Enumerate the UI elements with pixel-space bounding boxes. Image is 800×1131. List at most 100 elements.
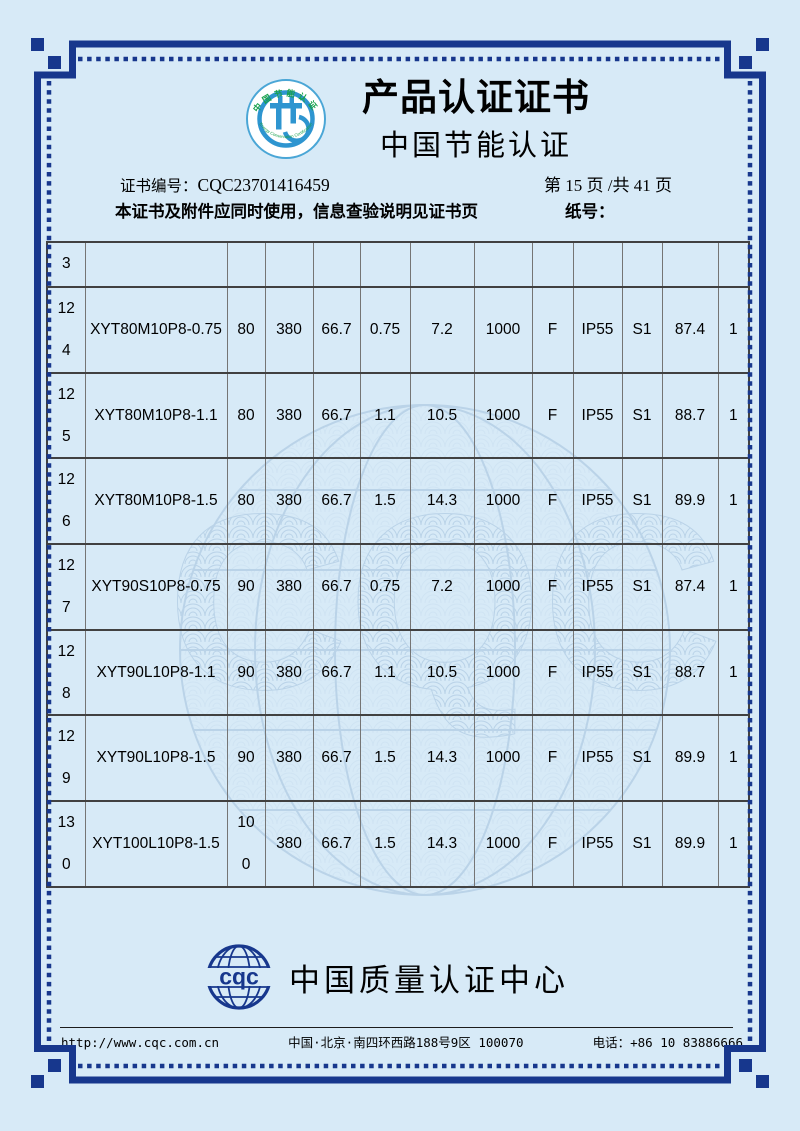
table-row: 130 XYT100L10P8-1.5 100 380 66.7 1.5 14.3 1000 F… (46, 800, 750, 888)
table-cell-empty (572, 241, 623, 288)
table-cell: 1 (717, 457, 750, 546)
table-cell: F (531, 800, 574, 888)
page-info: 第 15 页 /共 41 页 (544, 176, 672, 195)
table-cell: 7.2 (409, 286, 475, 374)
cell-model-name: XYT80M10P8-1.5 (84, 457, 228, 546)
cell-row-number: 128 (46, 628, 86, 717)
cell-row-number: 124 (46, 286, 86, 374)
cell-row-number: 130 (46, 800, 86, 888)
certificate-subtitle: 中国节能认证 (379, 129, 572, 162)
table-cell: 1000 (473, 800, 533, 888)
table-cell: S1 (621, 286, 663, 374)
table-cell: 14.3 (409, 800, 475, 888)
certificate-number-label: 证书编号： (120, 178, 198, 195)
table-cell: 1.5 (359, 800, 411, 888)
table-cell: 66.7 (312, 457, 361, 546)
table-cell-empty (473, 241, 533, 288)
energy-conservation-logo-icon: 中国节能认证 Energy Conservation Certification (246, 79, 326, 159)
table-cell: IP55 (572, 543, 623, 631)
table-cell: 1000 (473, 371, 533, 460)
table-cell-empty (84, 241, 228, 288)
website-url: http://www.cqc.com.cn (61, 1035, 220, 1050)
title-block: 产品认证证书 中国节能认证 (355, 77, 597, 164)
table-cell: 380 (264, 371, 314, 460)
table-cell: 1 (717, 543, 750, 631)
table-cell: 1.1 (359, 628, 411, 717)
table-cell: 87.4 (661, 286, 719, 374)
table-cell: S1 (621, 457, 663, 546)
table-cell: 1 (717, 628, 750, 717)
table-cell: 1 (717, 371, 750, 460)
table-cell: IP55 (572, 628, 623, 717)
cell-row-number: 127 (46, 543, 86, 631)
table-row: 128 XYT90L10P8-1.1 90 380 66.7 1.1 10.5 1000 F IP… (46, 628, 750, 717)
table-cell: 90 (226, 714, 266, 803)
cell-model-name: XYT100L10P8-1.5 (84, 800, 228, 888)
table-cell: 80 (226, 371, 266, 460)
table-cell: 380 (264, 714, 314, 803)
table-cell-empty (359, 241, 411, 288)
address: 中国·北京·南四环西路188号9区 100070 (288, 1035, 524, 1050)
table-cell: 1.5 (359, 714, 411, 803)
table-cell: 7.2 (409, 543, 475, 631)
table-cell: S1 (621, 800, 663, 888)
table-cell-empty (717, 241, 750, 288)
table-row: 124 XYT80M10P8-0.75 80 380 66.7 0.75 7.2 1000 F I… (46, 286, 750, 374)
table-row: 125 XYT80M10P8-1.1 80 380 66.7 1.1 10.5 1000 F IP… (46, 371, 750, 460)
table-row: 127 XYT90S10P8-0.75 90 380 66.7 0.75 7.2 1000 F I… (46, 543, 750, 631)
usage-note: 本证书及附件应同时使用，信息查验说明见证书页 (115, 203, 478, 221)
table-cell: 89.9 (661, 457, 719, 546)
footer: cqc 中国质量认证中心 (0, 941, 786, 1013)
table-cell: 90 (226, 628, 266, 717)
table-cell: F (531, 714, 574, 803)
table-cell: F (531, 628, 574, 717)
table-cell: S1 (621, 714, 663, 803)
table-cell: 89.9 (661, 714, 719, 803)
table-cell: 66.7 (312, 628, 361, 717)
table-cell: IP55 (572, 286, 623, 374)
table-cell: F (531, 543, 574, 631)
phone-number: 电话：+86 10 83886666 (592, 1035, 743, 1050)
table-cell: 10.5 (409, 371, 475, 460)
table-cell: 1 (717, 714, 750, 803)
cell-model-name: XYT90L10P8-1.1 (84, 628, 228, 717)
table-cell: 66.7 (312, 800, 361, 888)
table-cell: 88.7 (661, 371, 719, 460)
table-cell-empty (312, 241, 361, 288)
footer-divider (60, 1027, 733, 1028)
certificate-number: CQC23701416459 (197, 175, 330, 195)
table-cell: 0.75 (359, 543, 411, 631)
table-cell: 0.75 (359, 286, 411, 374)
table-cell: 1000 (473, 543, 533, 631)
table-row: 129 XYT90L10P8-1.5 90 380 66.7 1.5 14.3 1000 F IP… (46, 714, 750, 803)
cell-model-name: XYT80M10P8-0.75 (84, 286, 228, 374)
table-cell: S1 (621, 543, 663, 631)
table-cell: 66.7 (312, 543, 361, 631)
table-cell: 80 (226, 457, 266, 546)
table-cell-empty (661, 241, 719, 288)
table-cell: 380 (264, 457, 314, 546)
table-cell: 1000 (473, 457, 533, 546)
table-cell: 100 (226, 800, 266, 888)
table-cell-empty (264, 241, 314, 288)
cell-row-number: 125 (46, 371, 86, 460)
table-cell: 1 (717, 800, 750, 888)
table-cell: 66.7 (312, 714, 361, 803)
table-row: 126 XYT80M10P8-1.5 80 380 66.7 1.5 14.3 1000 F IP… (46, 457, 750, 546)
cell-model-name: XYT90S10P8-0.75 (84, 543, 228, 631)
table-cell: 380 (264, 543, 314, 631)
cell-model-name: XYT90L10P8-1.5 (84, 714, 228, 803)
paper-number-label: 纸号： (565, 203, 615, 221)
table-cell: 87.4 (661, 543, 719, 631)
table-cell-empty (621, 241, 663, 288)
table-cell: 380 (264, 286, 314, 374)
product-model-table: 3 124 XYT80M10P8-0.75 80 380 66.7 0.75 7.2 1000… (46, 241, 750, 888)
table-cell: 14.3 (409, 714, 475, 803)
table-cell: 1 (717, 286, 750, 374)
cell-row-number: 3 (46, 241, 86, 288)
cell-model-name: XYT80M10P8-1.1 (84, 371, 228, 460)
certificate-number-line: 证书编号：CQC23701416459 第 15 页 /共 41 页 (120, 171, 672, 196)
table-cell: 66.7 (312, 286, 361, 374)
table-cell: IP55 (572, 800, 623, 888)
